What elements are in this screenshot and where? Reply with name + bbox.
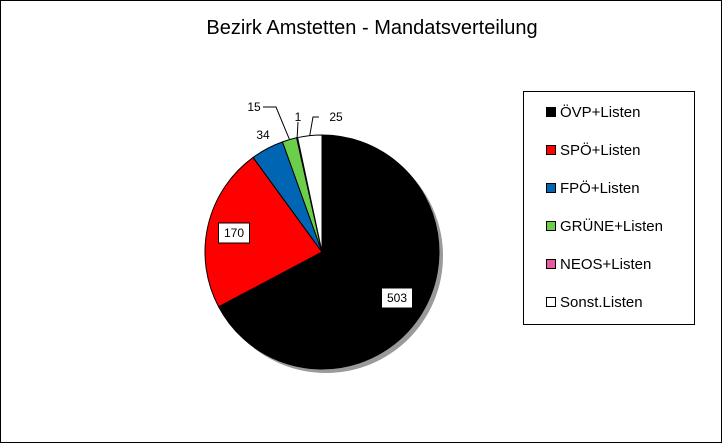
legend-item-spoe-listen: SPÖ+Listen — [546, 140, 640, 160]
legend-swatch-neos-listen — [546, 259, 556, 269]
legend-label-fpoe-listen: FPÖ+Listen — [560, 179, 640, 197]
legend-label-gruene-listen: GRÜNE+Listen — [560, 217, 663, 235]
pie-slice-oevp-listen[interactable] — [217, 134, 440, 370]
data-label-neos-listen: 1 — [295, 110, 302, 124]
legend-label-oevp-listen: ÖVP+Listen — [560, 103, 641, 121]
legend-label-neos-listen: NEOS+Listen — [560, 255, 652, 273]
svg-text:15: 15 — [247, 100, 261, 114]
svg-text:34: 34 — [256, 128, 270, 142]
pie-slice-spoe-listen[interactable] — [204, 156, 323, 308]
legend-item-oevp-listen: ÖVP+Listen — [546, 102, 640, 122]
legend: ÖVP+Listen SPÖ+Listen FPÖ+Listen GRÜNE+List… — [523, 91, 695, 325]
legend-label-sonst-listen: Sonst.Listen — [560, 293, 643, 311]
legend-label-spoe-listen: SPÖ+Listen — [560, 141, 641, 159]
data-label-sonst-listen: 25 — [329, 110, 343, 124]
legend-swatch-oevp-listen — [546, 107, 556, 117]
leader-line-neos-listen — [296, 121, 299, 138]
svg-text:503: 503 — [387, 291, 407, 305]
svg-text:1: 1 — [295, 110, 302, 124]
legend-item-gruene-listen: GRÜNE+Listen — [546, 216, 663, 236]
legend-item-neos-listen: NEOS+Listen — [546, 254, 651, 274]
legend-swatch-gruene-listen — [546, 221, 556, 231]
legend-item-fpoe-listen: FPÖ+Listen — [546, 178, 640, 198]
svg-text:25: 25 — [329, 110, 343, 124]
data-label-spoe-listen: 170 — [218, 222, 250, 244]
data-label-gruene-listen: 15 — [247, 100, 261, 114]
legend-swatch-spoe-listen — [546, 145, 556, 155]
legend-swatch-fpoe-listen — [546, 183, 556, 193]
legend-item-sonst-listen: Sonst.Listen — [546, 292, 643, 312]
svg-text:170: 170 — [224, 226, 244, 240]
data-label-fpoe-listen: 34 — [256, 128, 270, 142]
chart-title: Bezirk Amstetten - Mandatsverteilung — [206, 17, 538, 39]
legend-swatch-sonst-listen — [546, 297, 556, 307]
data-label-oevp-listen: 503 — [381, 287, 413, 309]
leader-line-sonst-listen — [309, 116, 319, 136]
leader-line-gruene-listen — [263, 106, 290, 140]
